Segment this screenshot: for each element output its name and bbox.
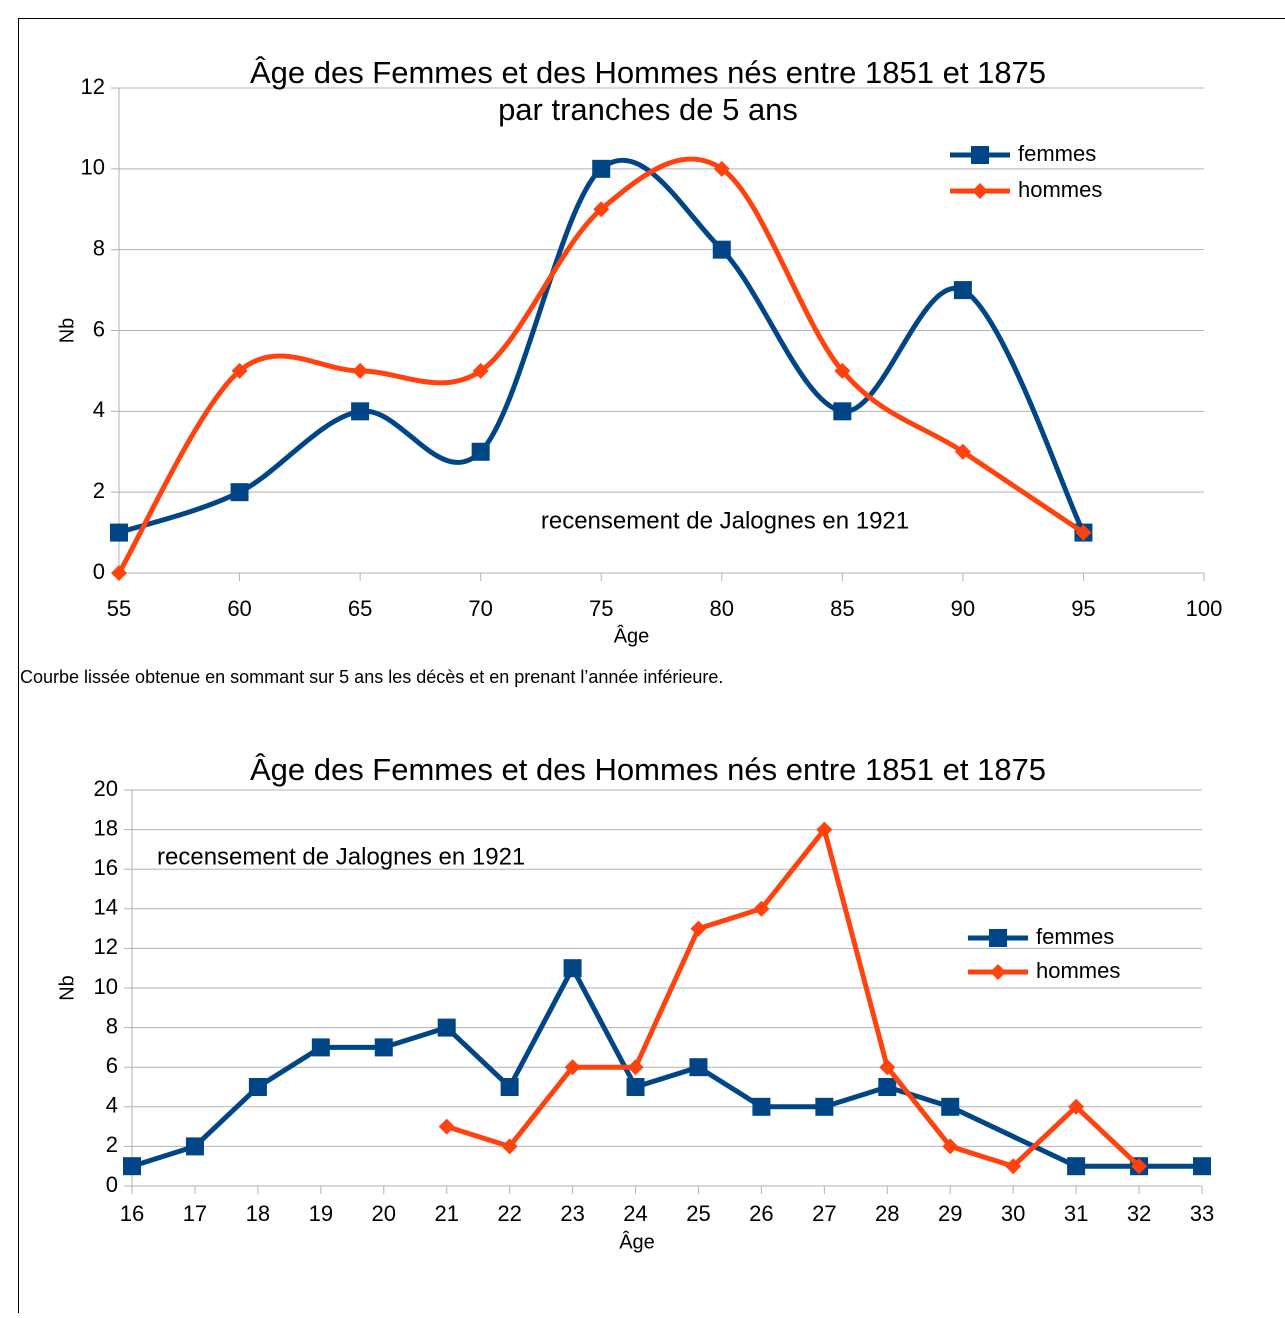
y-tick-label: 12 [81, 74, 105, 99]
y-tick-label: 8 [106, 1013, 118, 1038]
x-tick-label: 18 [246, 1201, 270, 1226]
chart-title: Âge des Femmes et des Hommes nés entre 1… [250, 55, 1046, 90]
marker [972, 183, 988, 199]
marker [1067, 1157, 1085, 1175]
y-tick-label: 8 [93, 235, 105, 260]
marker [878, 1078, 896, 1096]
marker [249, 1078, 267, 1096]
y-tick-label: 6 [93, 316, 105, 341]
y-tick-label: 2 [93, 478, 105, 503]
marker [592, 160, 610, 178]
x-tick-label: 26 [749, 1201, 773, 1226]
marker [438, 1019, 456, 1037]
marker [752, 1098, 770, 1116]
marker [990, 964, 1006, 980]
x-tick-label: 65 [348, 596, 372, 621]
y-tick-label: 10 [94, 974, 118, 999]
x-tick-label: 31 [1064, 1201, 1088, 1226]
marker [186, 1137, 204, 1155]
x-tick-label: 23 [560, 1201, 584, 1226]
marker [954, 281, 972, 299]
x-axis-label: Âge [614, 624, 650, 647]
caption: Courbe lissée obtenue en sommant sur 5 a… [20, 667, 723, 687]
x-tick-label: 85 [830, 596, 854, 621]
marker [501, 1078, 519, 1096]
series-line [447, 830, 1139, 1167]
x-tick-label: 16 [120, 1201, 144, 1226]
marker [375, 1038, 393, 1056]
y-tick-label: 4 [93, 397, 105, 422]
marker [351, 402, 369, 420]
x-tick-label: 30 [1001, 1201, 1025, 1226]
y-tick-label: 0 [93, 559, 105, 584]
marker [989, 929, 1007, 947]
y-tick-label: 0 [106, 1172, 118, 1197]
x-tick-label: 60 [227, 596, 251, 621]
marker [123, 1157, 141, 1175]
marker [941, 1098, 959, 1116]
chart-title: Âge des Femmes et des Hommes nés entre 1… [250, 752, 1046, 787]
legend-label: femmes [1018, 141, 1096, 166]
marker [713, 241, 731, 259]
x-tick-label: 90 [951, 596, 975, 621]
x-tick-label: 32 [1127, 1201, 1151, 1226]
x-tick-label: 19 [309, 1201, 333, 1226]
x-tick-label: 22 [497, 1201, 521, 1226]
x-tick-label: 100 [1186, 596, 1223, 621]
marker [1193, 1157, 1211, 1175]
x-tick-label: 28 [875, 1201, 899, 1226]
marker [439, 1119, 455, 1135]
marker [971, 146, 989, 164]
y-tick-label: 20 [94, 776, 118, 801]
x-tick-label: 55 [107, 596, 131, 621]
x-tick-label: 29 [938, 1201, 962, 1226]
annotation: recensement de Jalognes en 1921 [157, 843, 525, 870]
x-tick-label: 80 [710, 596, 734, 621]
y-axis-label: Nb [56, 975, 78, 1001]
y-tick-label: 12 [94, 934, 118, 959]
x-axis-label: Âge [619, 1230, 655, 1253]
x-tick-label: 21 [434, 1201, 458, 1226]
y-axis-label: Nb [56, 318, 78, 344]
legend-label: hommes [1018, 177, 1102, 202]
marker [352, 363, 368, 379]
marker [312, 1038, 330, 1056]
marker [815, 1098, 833, 1116]
annotation: recensement de Jalognes en 1921 [541, 507, 909, 534]
marker [564, 959, 582, 977]
marker [833, 402, 851, 420]
marker [689, 1058, 707, 1076]
x-tick-label: 70 [468, 596, 492, 621]
y-tick-label: 18 [94, 815, 118, 840]
marker [627, 1078, 645, 1096]
page-frame [19, 19, 1285, 1314]
x-tick-label: 75 [589, 596, 613, 621]
legend-label: femmes [1036, 924, 1114, 949]
x-tick-label: 20 [372, 1201, 396, 1226]
x-tick-label: 17 [183, 1201, 207, 1226]
y-tick-label: 4 [106, 1093, 118, 1118]
legend-label: hommes [1036, 958, 1120, 983]
marker [472, 443, 490, 461]
x-tick-label: 25 [686, 1201, 710, 1226]
y-tick-label: 6 [106, 1053, 118, 1078]
marker [231, 483, 249, 501]
y-tick-label: 10 [81, 155, 105, 180]
x-tick-label: 33 [1190, 1201, 1214, 1226]
marker [110, 524, 128, 542]
chart-subtitle: par tranches de 5 ans [498, 92, 798, 127]
y-tick-label: 14 [94, 895, 118, 920]
marker [690, 921, 706, 937]
y-tick-label: 2 [106, 1132, 118, 1157]
x-tick-label: 27 [812, 1201, 836, 1226]
x-tick-label: 95 [1071, 596, 1095, 621]
y-tick-label: 16 [94, 855, 118, 880]
x-tick-label: 24 [623, 1201, 647, 1226]
